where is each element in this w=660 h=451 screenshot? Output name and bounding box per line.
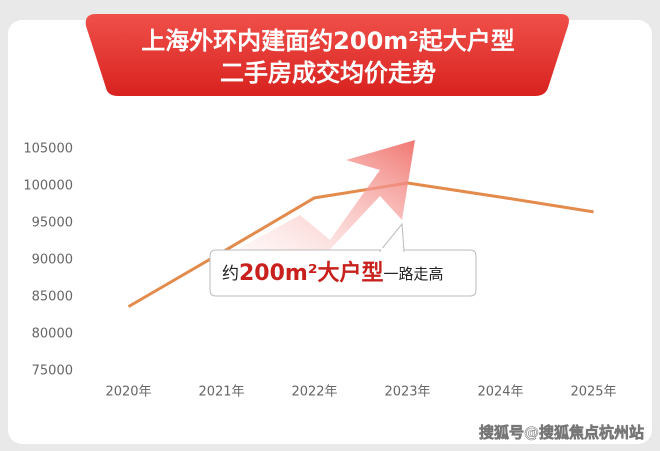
y-tick-label: 105000 <box>23 142 73 157</box>
annotation-emphasis: 200m²大户型 <box>239 260 383 286</box>
x-tick-label: 2024年 <box>477 385 523 400</box>
annotation-pointer-cover <box>381 248 403 253</box>
card <box>8 20 652 444</box>
annotation-part: 一路走高 <box>383 265 443 283</box>
x-tick-label: 2023年 <box>384 385 430 400</box>
x-tick-label: 2021年 <box>198 385 244 400</box>
price-line <box>127 181 594 308</box>
y-tick-label: 85000 <box>32 290 73 305</box>
y-tick-label: 95000 <box>32 216 73 231</box>
y-tick-label: 75000 <box>32 364 73 379</box>
x-tick-label: 2025年 <box>570 385 616 400</box>
chart-title: 二手房成交均价走势 <box>220 59 436 87</box>
watermark: 搜狐号@搜狐焦点杭州站 <box>479 424 644 442</box>
title-banner <box>85 14 569 96</box>
y-tick-label: 100000 <box>23 179 73 194</box>
x-tick-label: 2022年 <box>291 385 337 400</box>
y-tick-label: 90000 <box>32 253 73 268</box>
x-tick-label: 2020年 <box>105 385 151 400</box>
annotation-text: 约200m²大户型一路走高 <box>222 260 444 286</box>
annotation-part: 约 <box>222 264 239 284</box>
plot: 75000 80000 85000 90000 95000 100000 105000 202… <box>23 142 616 400</box>
trend-arrow <box>200 140 415 270</box>
y-tick-label: 80000 <box>32 327 73 342</box>
annotation-box <box>209 249 477 297</box>
chart-title: 上海外环内建面约200m²起大户型 <box>141 27 515 55</box>
